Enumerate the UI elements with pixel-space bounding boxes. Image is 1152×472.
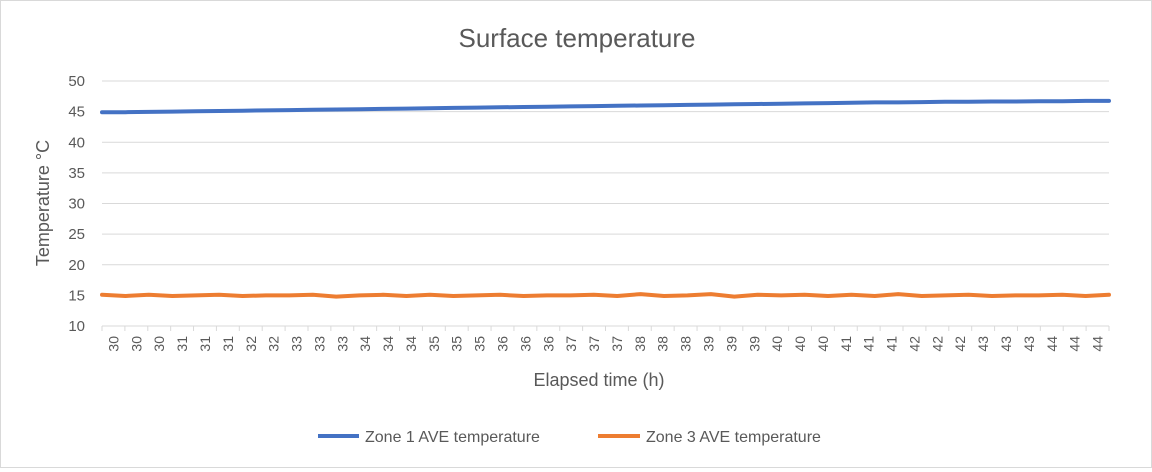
x-tick-label: 40 [815, 336, 831, 352]
x-tick-label: 41 [838, 336, 854, 352]
x-tick-label: 35 [472, 336, 488, 352]
y-tick-label: 15 [68, 287, 85, 304]
y-tick-label: 40 [68, 134, 85, 151]
x-tick-label: 42 [906, 336, 922, 352]
x-tick-label: 38 [632, 336, 648, 352]
x-tick-label: 31 [174, 336, 190, 352]
y-tick-label: 50 [68, 73, 85, 90]
x-tick-label: 37 [563, 336, 579, 352]
chart-title: Surface temperature [458, 23, 695, 53]
x-tick-label: 43 [998, 336, 1014, 352]
legend-label-1: Zone 1 AVE temperature [365, 429, 540, 446]
series-line-1 [100, 98, 1111, 115]
x-tick-label: 33 [334, 336, 350, 352]
x-tick-label: 34 [380, 336, 396, 352]
x-tick-label: 41 [884, 336, 900, 352]
x-tick-label: 41 [861, 336, 877, 352]
y-axis-ticks: 10 15 20 25 30 35 40 45 50 [68, 73, 85, 335]
x-tick-label: 35 [449, 336, 465, 352]
x-tick-label: 30 [128, 336, 144, 352]
x-tick-label: 32 [266, 336, 282, 352]
x-tick-label: 44 [1090, 336, 1106, 352]
y-axis-title: Temperature °C [33, 140, 53, 266]
series-line-2 [100, 292, 1111, 299]
x-tick-label: 40 [769, 336, 785, 352]
x-tick-label: 44 [1044, 336, 1060, 352]
y-tick-label: 30 [68, 196, 85, 213]
x-tick-label: 38 [678, 336, 694, 352]
x-tick-label: 37 [586, 336, 602, 352]
x-tick-label: 36 [517, 336, 533, 352]
series-lines [100, 98, 1111, 299]
x-tick-label: 43 [975, 336, 991, 352]
x-axis-tick-marks [101, 326, 1110, 331]
x-tick-label: 33 [289, 336, 305, 352]
x-tick-label: 32 [243, 336, 259, 352]
y-tick-label: 10 [68, 318, 85, 335]
x-tick-label: 38 [655, 336, 671, 352]
x-tick-label: 33 [311, 336, 327, 352]
y-tick-label: 35 [68, 165, 85, 182]
x-tick-label: 35 [426, 336, 442, 352]
x-tick-label: 39 [723, 336, 739, 352]
x-tick-label: 44 [1067, 336, 1083, 352]
x-axis-ticks: 30 30 30 31 31 31 32 32 33 33 33 34 34 34 35 35 35 36 36 36… [105, 336, 1105, 352]
x-tick-label: 34 [403, 336, 419, 352]
x-tick-label: 40 [792, 336, 808, 352]
x-tick-label: 42 [952, 336, 968, 352]
y-tick-label: 20 [68, 257, 85, 274]
x-tick-label: 30 [151, 336, 167, 352]
x-tick-label: 39 [700, 336, 716, 352]
x-tick-label: 36 [495, 336, 511, 352]
y-tick-label: 25 [68, 226, 85, 243]
x-axis-title: Elapsed time (h) [533, 370, 664, 390]
x-tick-label: 34 [357, 336, 373, 352]
y-tick-label: 45 [68, 104, 85, 121]
x-tick-label: 31 [197, 336, 213, 352]
legend: Zone 1 AVE temperature Zone 3 AVE tempera… [318, 429, 821, 446]
x-tick-label: 43 [1021, 336, 1037, 352]
x-tick-label: 31 [220, 336, 236, 352]
x-tick-label: 37 [609, 336, 625, 352]
legend-label-2: Zone 3 AVE temperature [646, 429, 821, 446]
x-tick-label: 30 [105, 336, 121, 352]
gridlines [102, 80, 1109, 327]
x-tick-label: 42 [929, 336, 945, 352]
x-tick-label: 39 [746, 336, 762, 352]
x-tick-label: 36 [540, 336, 556, 352]
